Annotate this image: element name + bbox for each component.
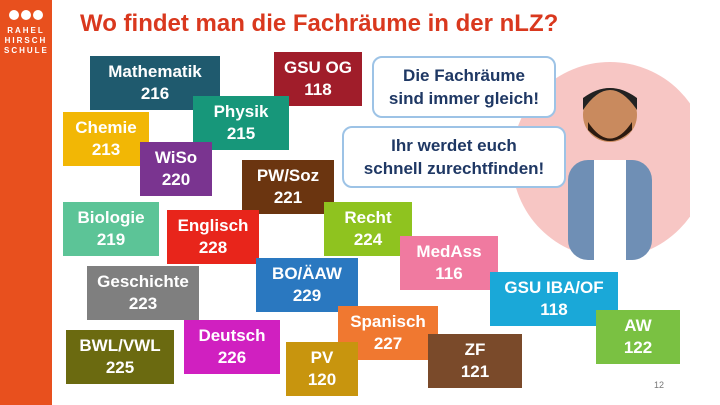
room-subject: WiSo (154, 148, 198, 167)
room-card: Chemie 213 (63, 112, 149, 166)
title: Wo findet man die Fachräume in der nLZ? (80, 10, 559, 37)
speech-bubble: Ihr werdet euch schnell zurechtfinden! (342, 126, 566, 188)
room-subject: PW/Soz (256, 166, 320, 185)
bubble-line: Die Fachräume (403, 66, 525, 85)
room-number: 122 (623, 338, 653, 357)
room-card: AW 122 (596, 310, 680, 364)
room-number: 216 (140, 84, 170, 103)
room-number: 220 (161, 170, 191, 189)
room-subject: BO/ÄAW (272, 264, 342, 283)
room-number: 224 (353, 230, 383, 249)
room-subject: Englisch (177, 216, 249, 235)
room-subject: AW (624, 316, 652, 335)
logo-icon (8, 8, 44, 22)
room-subject: GSU OG (283, 58, 352, 77)
room-card: BO/ÄAW 229 (256, 258, 358, 312)
person-illustration (512, 62, 690, 260)
room-card: PW/Soz 221 (242, 160, 334, 214)
room-number: 118 (304, 80, 332, 99)
room-number: 116 (435, 264, 463, 283)
bubble-line: sind immer gleich! (388, 89, 540, 108)
logo-line: RAHEL (7, 26, 45, 35)
logo-line: HIRSCH (4, 36, 48, 45)
room-number: 213 (91, 140, 121, 159)
room-subject: MedAss (416, 242, 482, 261)
room-card: Biologie 219 (63, 202, 159, 256)
room-card: WiSo 220 (140, 142, 212, 196)
room-subject: BWL/VWL (79, 336, 161, 355)
room-number: 120 (307, 370, 337, 389)
room-number: 228 (198, 238, 228, 257)
room-card: ZF 121 (428, 334, 522, 388)
room-card: Englisch 228 (167, 210, 259, 264)
room-number: 219 (96, 230, 126, 249)
room-subject: Recht (344, 208, 392, 227)
room-subject: Spanisch (350, 312, 426, 331)
room-subject: Deutsch (198, 326, 266, 345)
room-number: 229 (292, 286, 322, 305)
room-card: Geschichte 223 (87, 266, 199, 320)
room-subject: Biologie (77, 208, 145, 227)
side-strip (0, 0, 52, 405)
room-number: 223 (128, 294, 158, 313)
room-number: 118 (540, 300, 568, 319)
room-subject: Geschichte (97, 272, 189, 291)
room-subject: Mathematik (108, 62, 202, 81)
room-number: 215 (226, 124, 256, 143)
logo-line: SCHULE (4, 46, 49, 55)
room-card: MedAss 116 (400, 236, 498, 290)
room-subject: GSU IBA/OF (504, 278, 604, 297)
room-subject: Chemie (75, 118, 137, 137)
room-card: Recht 224 (324, 202, 412, 256)
room-card: Deutsch 226 (184, 320, 280, 374)
room-number: 225 (105, 358, 135, 377)
room-subject: ZF (464, 340, 486, 359)
bubble-line: schnell zurechtfinden! (363, 159, 545, 178)
room-subject: Physik (213, 102, 269, 121)
page-number: 12 (654, 380, 665, 390)
room-card: Physik 215 (193, 96, 289, 150)
room-number: 227 (373, 334, 403, 353)
room-number: 221 (273, 188, 303, 207)
room-number: 121 (460, 362, 490, 381)
room-card: Mathematik 216 (90, 56, 220, 110)
room-number: 226 (217, 348, 247, 367)
room-card: PV 120 (286, 342, 358, 396)
logo-text: RAHEL HIRSCH SCHULE (4, 26, 48, 56)
room-subject: PV (310, 348, 334, 367)
room-card: BWL/VWL 225 (66, 330, 174, 384)
logo-graphic (9, 10, 43, 20)
bubble-line: Ihr werdet euch (391, 136, 517, 155)
room-card: Spanisch 227 (338, 306, 438, 360)
speech-bubble: Die Fachräume sind immer gleich! (372, 56, 556, 118)
